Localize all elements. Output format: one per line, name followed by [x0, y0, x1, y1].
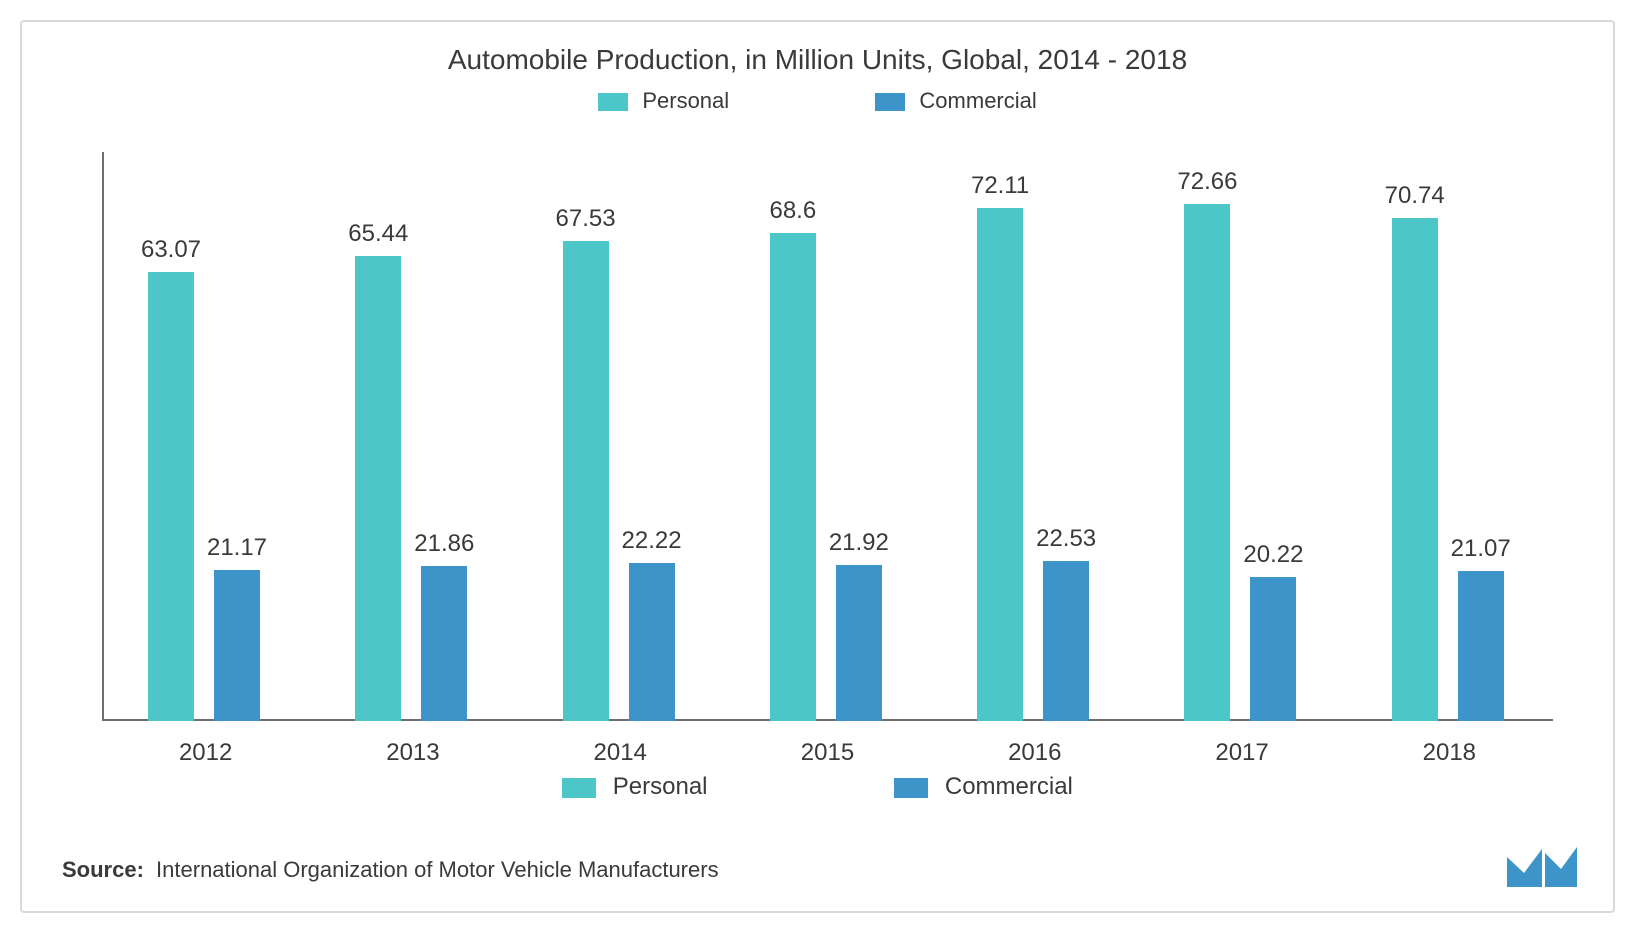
chart-title: Automobile Production, in Million Units,…	[22, 22, 1613, 88]
bar-value-label: 63.07	[141, 236, 201, 272]
bar-group: 72.1122.532016	[931, 152, 1138, 721]
bar-value-label: 22.22	[622, 527, 682, 563]
legend-bottom-swatch-personal	[562, 778, 596, 798]
category-label: 2014	[517, 721, 724, 767]
bar-value-label: 68.6	[769, 197, 816, 233]
brand-logo-icon	[1507, 843, 1577, 887]
legend-bottom: Personal Commercial	[22, 773, 1613, 801]
legend-item-commercial: Commercial	[875, 88, 1036, 114]
legend-bottom-item-commercial: Commercial	[894, 773, 1073, 801]
bar-personal: 70.74	[1392, 218, 1438, 721]
source-text: International Organization of Motor Vehi…	[156, 857, 719, 882]
bar-group: 70.7421.072018	[1346, 152, 1553, 721]
legend-bottom-item-personal: Personal	[562, 773, 707, 801]
bar-commercial: 22.53	[1043, 561, 1089, 721]
bar-commercial: 21.86	[421, 566, 467, 721]
bar-personal: 72.11	[977, 208, 1023, 721]
bar-commercial: 22.22	[629, 563, 675, 721]
legend-swatch-personal	[598, 93, 628, 111]
source-label: Source:	[62, 857, 144, 882]
legend-label-commercial: Commercial	[919, 88, 1036, 113]
bar-personal: 68.6	[770, 233, 816, 721]
bar-groups: 63.0721.17201265.4421.86201367.5322.2220…	[102, 152, 1553, 721]
legend-bottom-label-personal: Personal	[613, 773, 708, 800]
category-label: 2013	[309, 721, 516, 767]
bar-group: 68.621.922015	[724, 152, 931, 721]
category-label: 2012	[102, 721, 309, 767]
source-line: Source: International Organization of Mo…	[62, 857, 719, 883]
bar-value-label: 21.92	[829, 529, 889, 565]
bar-value-label: 22.53	[1036, 525, 1096, 561]
legend-item-personal: Personal	[598, 88, 729, 114]
bar-group: 67.5322.222014	[517, 152, 724, 721]
bar-personal: 63.07	[148, 272, 194, 721]
category-label: 2017	[1138, 721, 1345, 767]
legend-swatch-commercial	[875, 93, 905, 111]
bar-value-label: 21.07	[1451, 535, 1511, 571]
bar-commercial: 21.92	[836, 565, 882, 721]
legend-bottom-label-commercial: Commercial	[945, 773, 1073, 800]
bar-value-label: 65.44	[348, 220, 408, 256]
bar-value-label: 67.53	[556, 205, 616, 241]
bar-group: 72.6620.222017	[1138, 152, 1345, 721]
category-label: 2015	[724, 721, 931, 767]
legend-top: Personal Commercial	[22, 88, 1613, 124]
bar-value-label: 21.17	[207, 534, 267, 570]
bar-value-label: 70.74	[1385, 182, 1445, 218]
bar-value-label: 72.11	[971, 172, 1029, 208]
bar-value-label: 72.66	[1177, 168, 1237, 204]
category-label: 2016	[931, 721, 1138, 767]
bar-group: 65.4421.862013	[309, 152, 516, 721]
bar-personal: 67.53	[563, 241, 609, 721]
legend-bottom-swatch-commercial	[894, 778, 928, 798]
bar-value-label: 20.22	[1243, 541, 1303, 577]
bar-commercial: 21.07	[1458, 571, 1504, 721]
bar-personal: 72.66	[1184, 204, 1230, 721]
bar-group: 63.0721.172012	[102, 152, 309, 721]
chart-card: Automobile Production, in Million Units,…	[20, 20, 1615, 913]
legend-label-personal: Personal	[642, 88, 729, 113]
bar-commercial: 20.22	[1250, 577, 1296, 721]
bar-commercial: 21.17	[214, 570, 260, 721]
plot-area: 63.0721.17201265.4421.86201367.5322.2220…	[102, 152, 1553, 721]
bar-personal: 65.44	[355, 256, 401, 721]
category-label: 2018	[1346, 721, 1553, 767]
bar-value-label: 21.86	[414, 530, 474, 566]
